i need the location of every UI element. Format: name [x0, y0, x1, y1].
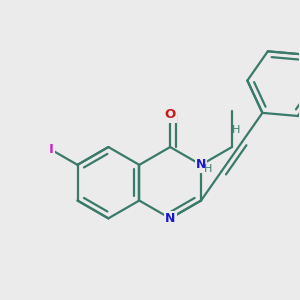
Text: N: N: [196, 158, 206, 171]
Text: I: I: [49, 143, 54, 156]
Text: N: N: [165, 212, 175, 225]
Text: O: O: [164, 108, 176, 122]
Text: H: H: [232, 125, 240, 135]
Text: H: H: [204, 164, 213, 174]
